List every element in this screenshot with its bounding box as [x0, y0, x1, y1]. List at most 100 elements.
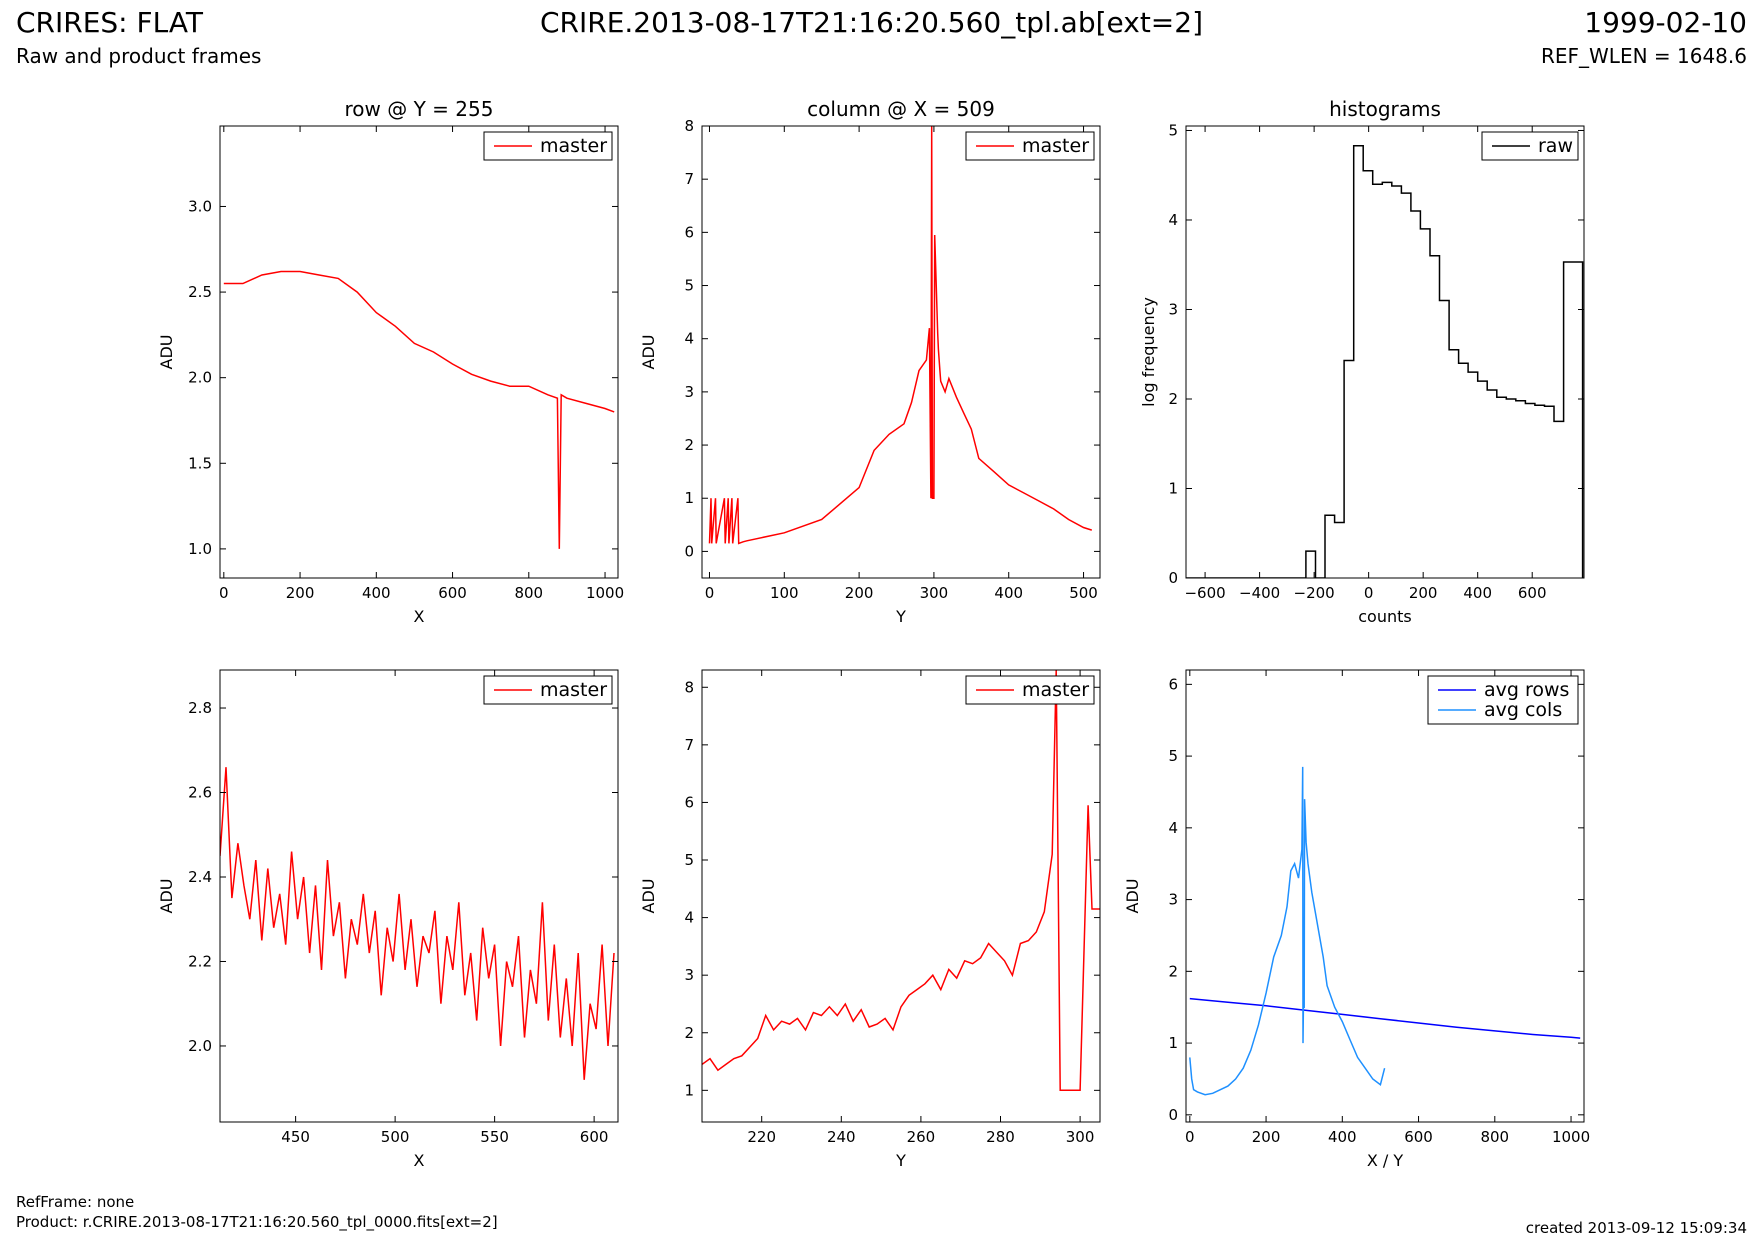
- y-tick-label: 0: [1168, 569, 1178, 587]
- y-axis-label: ADU: [639, 879, 658, 914]
- y-tick-label: 2: [1168, 390, 1178, 408]
- legend-label: raw: [1538, 135, 1573, 157]
- y-tick-label: 1: [684, 1081, 694, 1099]
- legend: raw: [1481, 131, 1579, 161]
- product-name: Product: r.CRIRE.2013-08-17T21:16:20.560…: [16, 1213, 498, 1231]
- legend: master: [483, 131, 613, 161]
- x-tick-label: 600: [1404, 1128, 1433, 1146]
- plot-frame: [1185, 125, 1585, 579]
- x-tick-label: 220: [747, 1128, 776, 1146]
- y-tick-label: 2: [1168, 962, 1178, 980]
- y-tick-label: 3: [1168, 300, 1178, 318]
- x-tick-label: 280: [986, 1128, 1015, 1146]
- y-axis-label: ADU: [1123, 879, 1142, 914]
- y-tick-label: 2.6: [188, 784, 212, 802]
- chart-title: row @ Y = 255: [345, 97, 494, 121]
- y-tick-label: 8: [684, 117, 694, 135]
- chart-5: 220 240 260 280 300 1 2 3 4 5 6 7 8 Y ADU master: [639, 669, 1101, 1170]
- y-tick-label: 6: [1168, 675, 1178, 693]
- x-tick-label: −600: [1184, 584, 1225, 602]
- y-tick-label: 2.4: [188, 868, 212, 886]
- x-tick-label: −200: [1294, 584, 1335, 602]
- y-tick-label: 4: [1168, 819, 1178, 837]
- x-tick-label: 100: [770, 584, 799, 602]
- chart-1: 0 200 400 600 800 1000 1.0 1.5 2.0 2.5 3.0 row @ Y …: [157, 97, 624, 626]
- y-tick-label: 1.0: [188, 540, 212, 558]
- ref-frame: RefFrame: none: [16, 1193, 135, 1211]
- x-axis-label: counts: [1358, 607, 1411, 626]
- y-tick-label: 2: [684, 436, 694, 454]
- x-axis-label: Y: [895, 1151, 906, 1170]
- y-tick-label: 0: [1168, 1106, 1178, 1124]
- y-axis-label: ADU: [157, 879, 176, 914]
- x-tick-label: 200: [845, 584, 874, 602]
- y-tick-label: 2.8: [188, 699, 212, 717]
- y-tick-label: 0: [684, 542, 694, 560]
- x-tick-label: 300: [1066, 1128, 1095, 1146]
- x-tick-label: 600: [1518, 584, 1547, 602]
- plot-frame: [701, 125, 1101, 579]
- legend-label: master: [540, 679, 607, 701]
- legend-label: avg cols: [1484, 699, 1562, 721]
- y-axis-label: ADU: [157, 335, 176, 370]
- y-tick-label: 2.0: [188, 369, 212, 387]
- series-line-avg-rows: [1189, 997, 1581, 1039]
- y-tick-label: 5: [684, 277, 694, 295]
- x-tick-label: 400: [1328, 1128, 1357, 1146]
- y-tick-label: 2.2: [188, 952, 212, 970]
- figure-subtitle: Raw and product frames: [16, 44, 262, 68]
- legend-label: avg rows: [1484, 679, 1569, 701]
- chart-2: 0 100 200 300 400 500 0 1 2 3 4 5 6 7 8 column @ X = 50…: [639, 97, 1101, 626]
- figure-title: CRIRES: FLAT: [16, 6, 203, 39]
- y-tick-label: 4: [684, 909, 694, 927]
- x-tick-label: 260: [907, 1128, 936, 1146]
- x-tick-label: 800: [1480, 1128, 1509, 1146]
- legend: master: [483, 675, 613, 705]
- x-tick-label: 0: [1364, 584, 1374, 602]
- y-tick-label: 8: [684, 678, 694, 696]
- y-tick-label: 5: [1168, 747, 1178, 765]
- chart-title: histograms: [1329, 97, 1441, 121]
- y-tick-label: 7: [684, 736, 694, 754]
- x-tick-label: 500: [381, 1128, 410, 1146]
- y-tick-label: 1: [1168, 1034, 1178, 1052]
- y-tick-label: 1.5: [188, 454, 212, 472]
- x-tick-label: 500: [1069, 584, 1098, 602]
- x-tick-label: 300: [920, 584, 949, 602]
- y-tick-label: 6: [684, 223, 694, 241]
- observation-date: 1999-02-10: [1584, 6, 1747, 39]
- x-axis-label: X / Y: [1367, 1151, 1404, 1170]
- y-tick-label: 5: [1168, 121, 1178, 139]
- legend: master: [965, 131, 1095, 161]
- series-line-raw: [1186, 144, 1584, 578]
- y-tick-label: 1: [684, 489, 694, 507]
- x-tick-label: 600: [438, 584, 467, 602]
- x-tick-label: 0: [705, 584, 715, 602]
- x-tick-label: 600: [580, 1128, 609, 1146]
- x-tick-label: 200: [1252, 1128, 1281, 1146]
- x-tick-label: 200: [286, 584, 315, 602]
- y-tick-label: 3.0: [188, 197, 212, 215]
- y-tick-label: 4: [1168, 211, 1178, 229]
- y-tick-label: 3: [1168, 891, 1178, 909]
- x-tick-label: 0: [219, 584, 229, 602]
- ref-wlen: REF_WLEN = 1648.6: [1540, 44, 1747, 68]
- plot-frame: [701, 669, 1101, 1123]
- y-tick-label: 2: [684, 1024, 694, 1042]
- legend: master: [965, 675, 1095, 705]
- plot-frame: [1185, 669, 1585, 1123]
- x-tick-label: 200: [1409, 584, 1438, 602]
- chart-4: 450 500 550 600 2.0 2.2 2.4 2.6 2.8 X ADU master: [157, 669, 619, 1170]
- y-axis-label: log frequency: [1139, 297, 1158, 407]
- legend-label: master: [540, 135, 607, 157]
- x-tick-label: 450: [281, 1128, 310, 1146]
- x-tick-label: 550: [480, 1128, 509, 1146]
- legend-label: master: [1022, 679, 1089, 701]
- chart-3: −600 −400 −200 0 200 400 600 0 1 2 3 4 5 histograms co…: [1139, 97, 1585, 626]
- chart-6: 0 200 400 600 800 1000 0 1 2 3 4 5 6 X / Y ADU avg rows…: [1123, 669, 1590, 1170]
- series-line-avg-cols: [1189, 766, 1386, 1096]
- chart-title: column @ X = 509: [807, 97, 995, 121]
- x-tick-label: −400: [1239, 584, 1280, 602]
- x-tick-label: 1000: [1552, 1128, 1590, 1146]
